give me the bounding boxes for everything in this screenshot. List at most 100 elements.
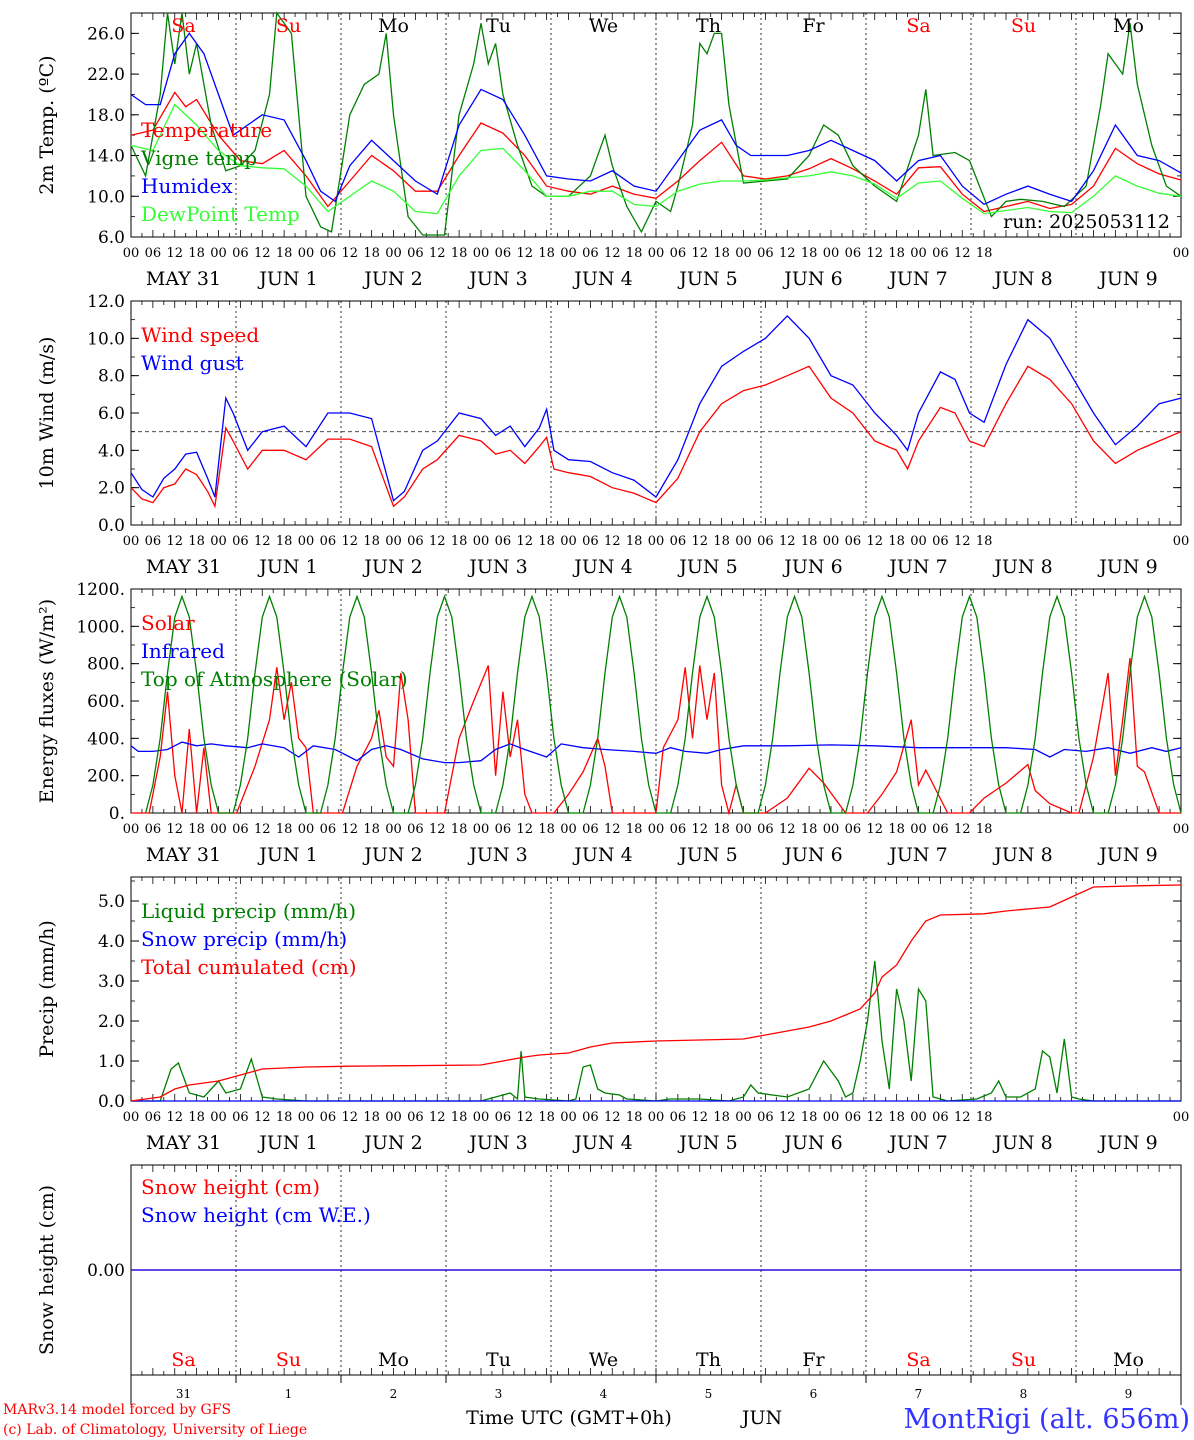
hour-tick-label: 06	[845, 246, 862, 261]
y-tick-label: 10.0	[87, 329, 125, 349]
y-tick-label: 14.0	[87, 147, 125, 167]
y-tick-label: 0.	[109, 804, 125, 824]
date-label: MAY 31	[146, 1132, 221, 1154]
hour-tick-label: 12	[254, 534, 271, 549]
hour-tick-label: 12	[166, 822, 183, 837]
legend-entry: DewPoint Temp	[141, 202, 300, 226]
panel-1: 6.0 10.0 14.0 18.0 22.0 26.0 2m Temp. (ºC) Temp…	[36, 11, 1189, 290]
day-of-week-label: We	[589, 15, 618, 37]
hour-tick-label: 18	[363, 822, 380, 837]
hour-tick-label: 06	[320, 534, 337, 549]
y-tick-label: 200.	[87, 767, 125, 787]
date-label: JUN 8	[992, 556, 1052, 578]
hour-tick-label: 06	[495, 822, 512, 837]
hour-tick-label: 18	[976, 246, 993, 261]
hour-tick-label: 00	[823, 822, 840, 837]
hour-tick-label: 06	[232, 1110, 249, 1125]
day-of-week-label: Fr	[802, 1349, 825, 1371]
date-label: JUN 8	[992, 268, 1052, 290]
hour-tick-label: 00	[385, 534, 402, 549]
hour-tick-label: 00	[298, 822, 315, 837]
hour-tick-label: 12	[604, 246, 621, 261]
hour-tick-label: 12	[691, 822, 708, 837]
hour-tick-label: 00	[473, 822, 490, 837]
day-of-week-label: Sa	[906, 15, 930, 37]
date-label: JUN 5	[677, 268, 737, 290]
hour-tick-label: 18	[626, 1110, 643, 1125]
day-number-label: 31	[176, 1387, 191, 1401]
date-label: JUN 7	[887, 1132, 947, 1154]
hour-tick-label: 12	[604, 1110, 621, 1125]
hour-tick-label: 00	[473, 246, 490, 261]
hour-tick-label: 00	[123, 1110, 140, 1125]
date-label: JUN 4	[572, 844, 632, 866]
series-line-temperature	[130, 91, 1182, 213]
hour-tick-label: 18	[801, 534, 818, 549]
hour-tick-label: 00	[910, 246, 927, 261]
hour-tick-label: 00	[210, 822, 227, 837]
series-line-infrared	[130, 741, 1182, 764]
day-of-week-label: Su	[276, 1349, 301, 1371]
hour-tick-label: 18	[363, 246, 380, 261]
y-axis-label: Precip (mm/h)	[36, 920, 58, 1058]
hour-tick-label: 06	[407, 246, 424, 261]
month-label: JUN	[740, 1407, 782, 1429]
day-of-week-label: Mo	[378, 15, 409, 37]
hour-tick-label: 12	[954, 822, 971, 837]
hour-tick-label: 12	[604, 534, 621, 549]
hour-tick-label: 18	[188, 534, 205, 549]
hour-tick-label: 06	[145, 534, 162, 549]
day-of-week-label: Mo	[1113, 1349, 1144, 1371]
hour-tick-label: 18	[538, 822, 555, 837]
hour-tick-label: 06	[407, 822, 424, 837]
hour-tick-label: 00	[210, 246, 227, 261]
hour-tick-label: 18	[188, 246, 205, 261]
day-number-label: 2	[390, 1387, 398, 1401]
hour-tick-label: 00	[1173, 534, 1190, 549]
date-label: MAY 31	[146, 268, 221, 290]
hour-tick-label: 12	[866, 1110, 883, 1125]
hour-tick-label: 00	[298, 534, 315, 549]
day-number-label: 1	[285, 1387, 293, 1401]
y-tick-label: 4.0	[98, 441, 125, 461]
day-of-week-label: Su	[276, 15, 301, 37]
hour-tick-label: 00	[1173, 822, 1190, 837]
date-label: MAY 31	[146, 844, 221, 866]
hour-tick-label: 00	[910, 822, 927, 837]
hour-tick-label: 00	[910, 1110, 927, 1125]
date-label: JUN 9	[1097, 844, 1157, 866]
hour-tick-label: 18	[713, 534, 730, 549]
y-tick-label: 1200.	[76, 580, 125, 600]
series-line-wind-speed	[130, 365, 1182, 509]
date-label: JUN 5	[677, 556, 737, 578]
y-tick-label: 4.0	[98, 932, 125, 952]
series-line-wind-gust	[130, 314, 1182, 502]
hour-tick-label: 12	[516, 534, 533, 549]
hour-tick-label: 00	[735, 534, 752, 549]
legend-entry: Top of Atmosphere (Solar)	[141, 667, 408, 691]
y-tick-label: 600.	[87, 692, 125, 712]
day-of-week-label: Tu	[486, 1349, 511, 1371]
hour-tick-label: 00	[648, 822, 665, 837]
hour-tick-label: 06	[932, 246, 949, 261]
y-axis-label: 2m Temp. (ºC)	[36, 55, 58, 194]
hour-tick-label: 00	[648, 534, 665, 549]
hour-tick-label: 06	[232, 246, 249, 261]
y-tick-label: 2.0	[98, 479, 125, 499]
time-axis-label: Time UTC (GMT+0h)	[466, 1407, 672, 1429]
hour-tick-label: 06	[495, 246, 512, 261]
hour-tick-label: 12	[254, 1110, 271, 1125]
hour-tick-label: 00	[560, 1110, 577, 1125]
date-label: JUN 7	[887, 268, 947, 290]
hour-tick-label: 00	[823, 1110, 840, 1125]
hour-tick-label: 00	[123, 822, 140, 837]
hour-tick-label: 12	[341, 246, 358, 261]
hour-tick-label: 00	[560, 246, 577, 261]
hour-tick-label: 18	[801, 246, 818, 261]
hour-tick-label: 12	[866, 534, 883, 549]
y-tick-label: 6.0	[98, 404, 125, 424]
day-number-label: 4	[600, 1387, 608, 1401]
day-of-week-label: We	[589, 1349, 618, 1371]
hour-tick-label: 12	[341, 822, 358, 837]
